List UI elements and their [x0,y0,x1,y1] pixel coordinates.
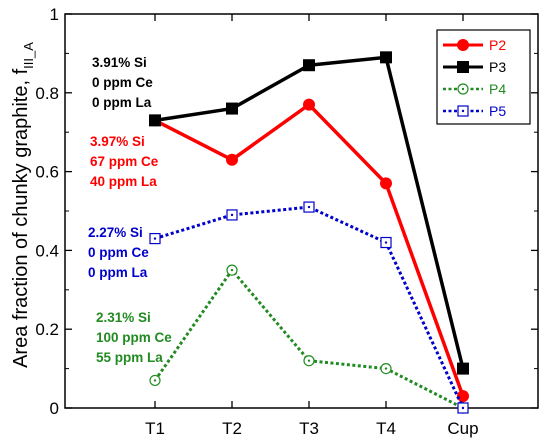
y-tick-label: 0 [50,399,59,418]
marker-center-dot [230,213,234,217]
annotation-line: 0 ppm La [88,265,148,280]
data-point [303,201,315,213]
y-tick-label: 0.2 [35,320,59,339]
annotation-line: 2.31% Si [96,310,151,325]
marker-center-dot [153,237,157,240]
marker-center-dot [461,406,465,410]
marker-center-dot [307,359,311,362]
marker-center-dot [384,241,388,244]
data-point [303,98,315,111]
data-point [303,59,315,72]
data-point [226,153,238,166]
legend-marker [457,105,469,117]
y-axis-label: Area fraction of chunky graphite, fIII_A [10,42,36,368]
marker-center-dot [461,87,465,91]
data-point [380,51,392,64]
annotation-line: 67 ppm Ce [90,154,159,169]
y-tick-label: 1 [50,5,59,24]
annotation-line: 3.91% Si [92,55,147,70]
series-p5 [149,201,469,414]
annotation-line: 0 ppm La [92,95,152,110]
y-axis-label-main: Area fraction of chunky graphite, f [10,68,32,367]
y-tick-label: 0.6 [35,163,59,182]
series-line-p4 [153,268,464,410]
annotation-line: 0 ppm Ce [88,245,149,260]
marker-center-dot [153,379,157,382]
annotation-p5: 2.27% Si 0 ppm Ce 0 ppm La [88,225,149,280]
legend-marker [457,61,469,73]
annotation-line: 100 ppm Ce [96,330,172,345]
legend-item-p4: P4 [443,81,506,97]
legend-label: P5 [489,103,506,119]
x-tick-label: Cup [447,419,478,438]
series-p4 [149,264,469,414]
data-point [149,232,161,245]
y-axis-label-subscript: III_A [21,42,36,69]
data-point [457,390,469,403]
annotation-line: 3.97% Si [90,134,145,149]
x-tick-label: T2 [222,419,242,438]
data-point [380,177,392,190]
legend-marker [457,39,469,51]
data-point [226,264,238,276]
x-tick-label: T1 [145,419,165,438]
marker-center-dot [461,109,465,113]
annotation-line: 55 ppm La [96,350,163,365]
legend-label: P3 [489,59,506,75]
annotation-p3: 3.91% Si 0 ppm Ce 0 ppm La [92,55,153,110]
legend-label: P2 [489,37,506,53]
data-point [457,402,469,414]
marker-center-dot [307,205,311,209]
data-point [380,236,392,249]
annotation-line: 0 ppm Ce [92,75,153,90]
x-tick-label: T4 [376,419,396,438]
y-tick-label: 0.8 [35,84,59,103]
series-p2 [149,98,469,403]
marker-center-dot [384,367,388,370]
annotation-line: 40 ppm La [90,174,157,189]
x-tick-label: T3 [299,419,319,438]
data-point [303,355,315,367]
legend-item-p2: P2 [443,37,506,53]
annotation-p4: 2.31% Si 100 ppm Ce 55 ppm La [96,310,172,365]
marker-center-dot [230,268,234,272]
series-line-p2 [154,102,465,397]
data-point [226,209,238,221]
data-point [149,374,161,387]
data-point [457,362,469,375]
legend-label: P4 [489,81,506,97]
legend-item-p5: P5 [443,103,506,119]
data-point [149,114,161,127]
data-point [380,363,392,375]
legend-item-p3: P3 [443,59,506,75]
series-p3 [149,51,469,375]
y-tick-label: 0.4 [35,241,59,260]
annotation-p2: 3.97% Si 67 ppm Ce 40 ppm La [90,134,159,189]
series-line-p5 [154,205,465,409]
annotation-line: 2.27% Si [88,225,143,240]
data-point [226,102,238,115]
legend-marker [457,83,469,95]
